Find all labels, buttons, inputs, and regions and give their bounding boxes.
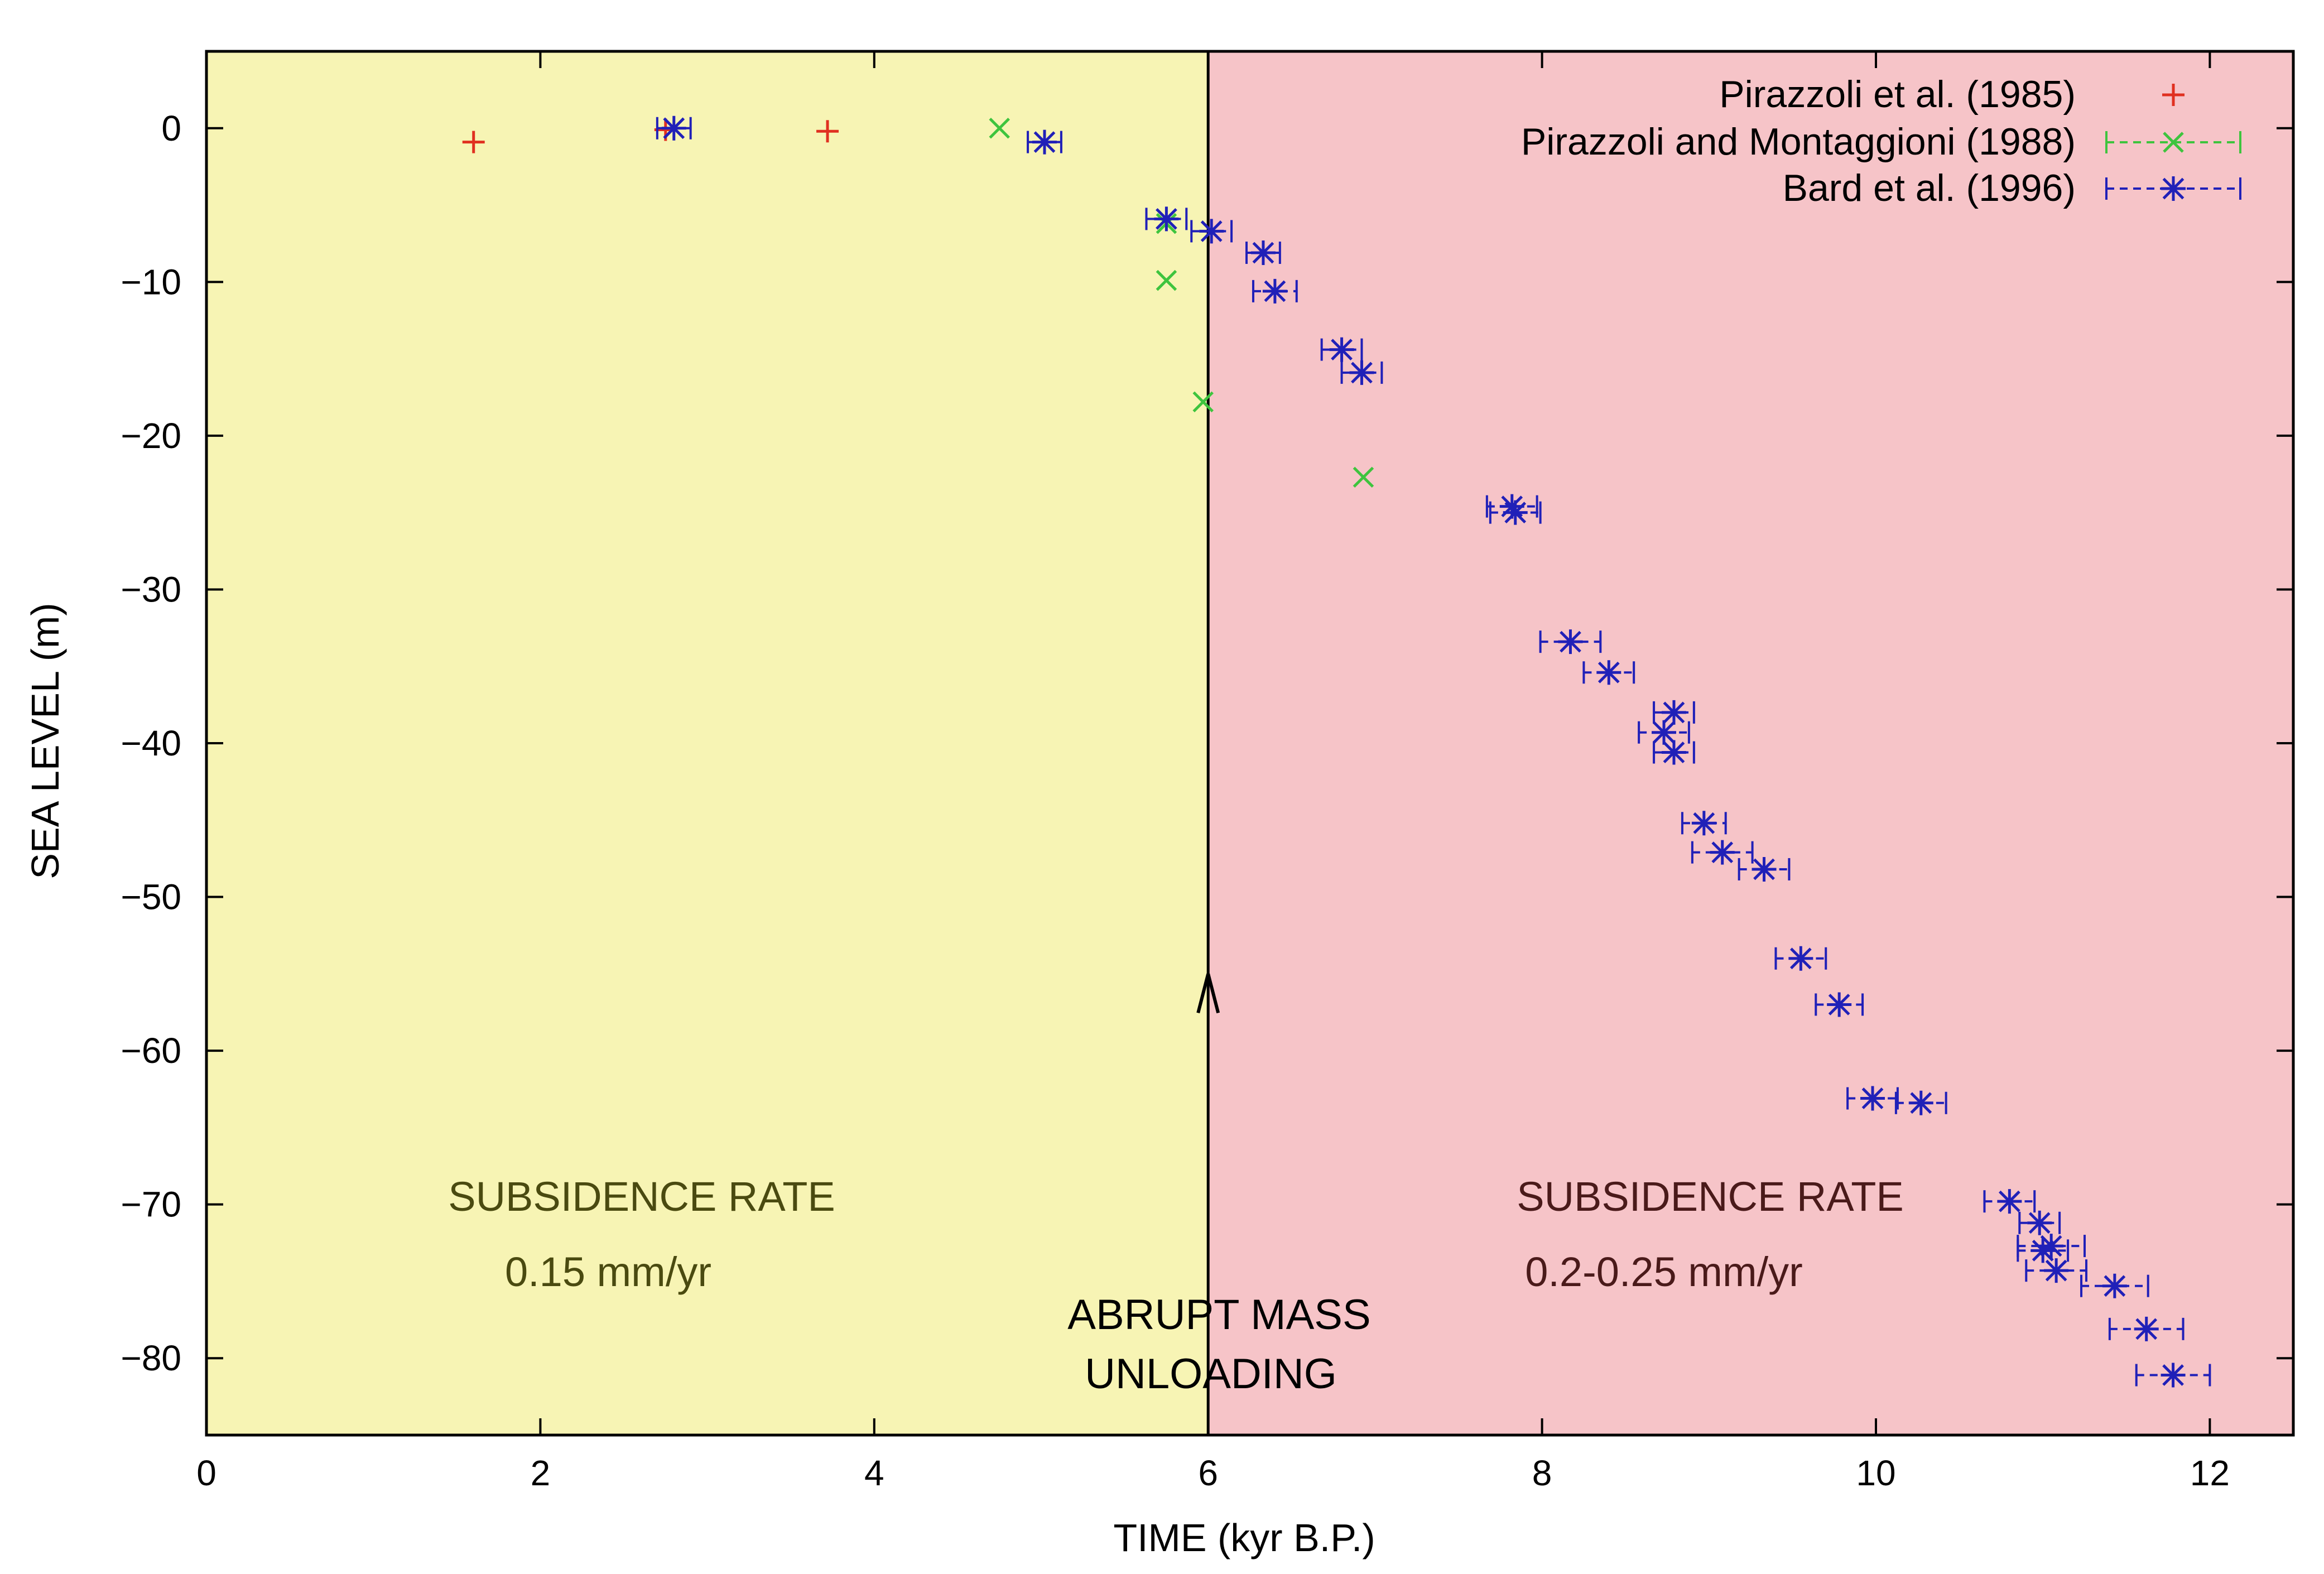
data-points bbox=[462, 115, 2211, 1388]
event-label-line2: UNLOADING bbox=[1085, 1350, 1337, 1398]
x-axis-title: TIME (kyr B.P.) bbox=[1113, 1516, 1375, 1559]
legend-label-2: Bard et al. (1996) bbox=[1783, 167, 2076, 209]
data-point-series-2 bbox=[1638, 720, 1690, 745]
data-point-series-2 bbox=[1815, 992, 1864, 1017]
data-point-series-2 bbox=[1489, 500, 1542, 525]
data-point-series-0 bbox=[462, 131, 485, 153]
y-tick-label: −50 bbox=[121, 877, 181, 917]
y-tick-label: −30 bbox=[121, 569, 181, 609]
data-point-series-2 bbox=[2108, 1316, 2185, 1341]
x-tick-label: 4 bbox=[864, 1453, 884, 1493]
y-tick-label: 0 bbox=[161, 108, 181, 148]
data-point-series-2 bbox=[1653, 740, 1695, 765]
right-subsidence-rate: 0.2-0.25 mm/yr bbox=[1525, 1249, 1803, 1295]
y-tick-label: −70 bbox=[121, 1185, 181, 1225]
y-tick-label: −20 bbox=[121, 416, 181, 456]
data-point-series-2 bbox=[2018, 1210, 2061, 1235]
data-point-series-1 bbox=[989, 118, 1010, 139]
y-tick-label: −80 bbox=[121, 1338, 181, 1378]
data-point-series-2 bbox=[1846, 1086, 1899, 1111]
x-tick-label: 8 bbox=[1532, 1453, 1552, 1493]
legend-marker-2 bbox=[2105, 176, 2241, 201]
data-point-series-2 bbox=[1340, 360, 1383, 385]
data-point-series-0 bbox=[816, 120, 839, 143]
data-point-series-2 bbox=[1681, 811, 1727, 836]
data-point-series-2 bbox=[1894, 1090, 1947, 1115]
plot-frame bbox=[205, 50, 2295, 1437]
data-point-series-2 bbox=[1245, 240, 1281, 265]
data-point-series-2 bbox=[2025, 1258, 2087, 1283]
axis-ticks: 0 2 4 6 8 10 12 0 −10 −20 −30 −40 −50 −60 −70 −80 bbox=[121, 51, 2293, 1493]
left-region-background bbox=[206, 51, 1209, 1435]
x-tick-label: 12 bbox=[2190, 1453, 2230, 1493]
x-tick-label: 6 bbox=[1198, 1453, 1218, 1493]
x-tick-label: 10 bbox=[1856, 1453, 1895, 1493]
y-tick-label: −10 bbox=[121, 262, 181, 302]
data-point-series-2 bbox=[2017, 1238, 2070, 1263]
event-label-line1: ABRUPT MASS bbox=[1067, 1291, 1370, 1339]
legend: Pirazzoli et al. (1985) Pirazzoli and Mon… bbox=[1521, 73, 2241, 209]
right-region-background bbox=[1208, 51, 2293, 1435]
y-tick-label: −60 bbox=[121, 1031, 181, 1071]
data-point-series-2 bbox=[656, 115, 692, 141]
data-point-series-2 bbox=[1774, 946, 1827, 971]
arrow-head-icon bbox=[1196, 973, 1220, 1014]
data-point-series-2 bbox=[2017, 1234, 2086, 1259]
y-tick-label: −40 bbox=[121, 723, 181, 763]
data-point-series-2 bbox=[1653, 700, 1695, 725]
left-subsidence-title: SUBSIDENCE RATE bbox=[448, 1173, 835, 1220]
legend-label-0: Pirazzoli et al. (1985) bbox=[1719, 73, 2076, 115]
right-subsidence-title: SUBSIDENCE RATE bbox=[1517, 1173, 1904, 1220]
data-point-series-2 bbox=[1190, 219, 1233, 244]
legend-label-1: Pirazzoli and Montaggioni (1988) bbox=[1521, 121, 2076, 163]
data-point-series-1 bbox=[1353, 466, 1374, 488]
data-point-series-2 bbox=[1582, 660, 1635, 685]
data-point-series-2 bbox=[1983, 1189, 2036, 1214]
legend-marker-1 bbox=[2105, 131, 2241, 153]
data-point-series-2 bbox=[1320, 337, 1363, 362]
data-point-series-2 bbox=[1027, 129, 1062, 155]
data-point-series-2 bbox=[1145, 206, 1188, 232]
data-point-series-2 bbox=[1738, 856, 1791, 882]
data-point-series-2 bbox=[2080, 1273, 2149, 1298]
data-point-series-2 bbox=[1691, 840, 1754, 865]
data-point-series-2 bbox=[1252, 278, 1298, 304]
x-tick-label: 0 bbox=[196, 1453, 216, 1493]
y-axis-title: SEA LEVEL (m) bbox=[23, 603, 67, 879]
data-point-series-2 bbox=[1539, 629, 1602, 654]
x-tick-label: 2 bbox=[531, 1453, 551, 1493]
data-point-series-1 bbox=[1156, 269, 1177, 291]
legend-marker-0 bbox=[2162, 84, 2185, 106]
left-subsidence-rate: 0.15 mm/yr bbox=[505, 1249, 711, 1295]
data-point-series-1 bbox=[1192, 391, 1214, 413]
data-point-series-2 bbox=[2135, 1363, 2211, 1388]
